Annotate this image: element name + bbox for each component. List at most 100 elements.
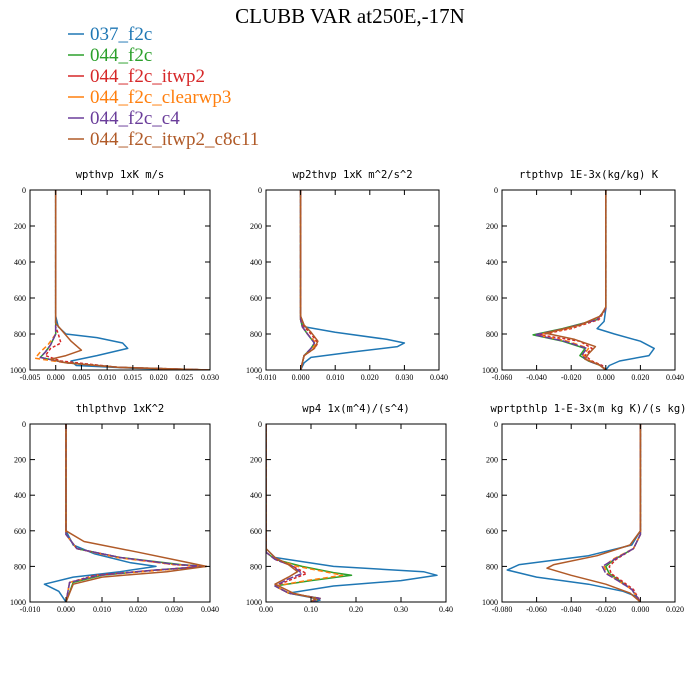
x-tick-label: 0.040 (201, 605, 219, 614)
x-tick-label: 0.040 (666, 373, 684, 382)
legend-item: 044_f2c_itwp2 (68, 66, 205, 87)
y-tick-label: 0 (22, 186, 26, 195)
x-tick-label: 0.020 (129, 605, 147, 614)
panel-4: thlpthvp 1xK^2 0 200 400 600 800 1000-0.010 0.0… (10, 403, 219, 614)
legend-label: 037_f2c (90, 24, 152, 45)
series-line-1 (299, 190, 406, 370)
x-tick-label: 0.30 (394, 605, 408, 614)
x-tick-label: 0.000 (597, 373, 615, 382)
y-tick-label: 200 (250, 222, 262, 231)
y-tick-label: 800 (250, 330, 262, 339)
series-line-1 (54, 190, 210, 370)
series-line-2 (299, 190, 316, 370)
y-tick-label: 800 (486, 562, 498, 571)
y-tick-label: 400 (14, 258, 26, 267)
x-tick-label: 0.020 (631, 373, 649, 382)
legend-item: 044_f2c_itwp2_c8c11 (68, 129, 259, 150)
plot-frame (501, 423, 676, 603)
x-tick-label: -0.020 (595, 605, 616, 614)
y-tick-label: 600 (14, 294, 26, 303)
series-line-4 (535, 190, 607, 370)
x-tick-label: 0.030 (165, 605, 183, 614)
y-tick-label: 400 (250, 491, 262, 500)
y-tick-label: 600 (250, 527, 262, 536)
y-tick-label: 600 (14, 527, 26, 536)
y-tick-label: 600 (250, 294, 262, 303)
legend-item: 037_f2c (68, 24, 152, 45)
legend-item: 044_f2c (68, 45, 152, 66)
x-tick-label: 0.000 (631, 605, 649, 614)
x-tick-label: 0.005 (72, 373, 90, 382)
y-tick-label: 1000 (482, 598, 498, 607)
x-tick-label: 0.020 (666, 605, 684, 614)
y-tick-label: 600 (486, 294, 498, 303)
x-tick-label: 0.030 (201, 373, 219, 382)
y-tick-label: 600 (486, 527, 498, 536)
series-line-5 (39, 190, 210, 370)
x-tick-label: 0.015 (124, 373, 142, 382)
x-tick-label: -0.005 (20, 373, 41, 382)
x-tick-label: 0.020 (361, 373, 379, 382)
series-line-6 (266, 424, 317, 602)
series-line-4 (266, 424, 344, 602)
panel-3: rtpthvp 1E-3x(kg/kg) K02004006008001000-… (482, 169, 684, 382)
series-line-3 (266, 424, 321, 602)
x-tick-label: -0.080 (492, 605, 513, 614)
x-tick-label: -0.020 (561, 373, 582, 382)
series-line-6 (544, 190, 607, 370)
series-group (299, 190, 406, 370)
series-line-3 (299, 190, 319, 370)
y-tick-label: 200 (486, 222, 498, 231)
panel-2: wp2thvp 1xK m^2/s^2 0 200 400 600 800 1000-0.0… (246, 169, 448, 382)
x-tick-label: 0.000 (57, 605, 75, 614)
x-tick-label: 0.40 (439, 605, 453, 614)
series-line-2 (39, 190, 210, 370)
y-tick-label: 800 (14, 562, 26, 571)
x-tick-label: 0.20 (349, 605, 363, 614)
y-tick-label: 1000 (246, 366, 262, 375)
x-tick-label: -0.060 (492, 373, 513, 382)
series-line-5 (299, 190, 316, 370)
panel-6: wprtpthlp 1-E-3x(m kg K)/(s kg) 0 200 400 60… (482, 403, 686, 614)
y-tick-label: 200 (14, 222, 26, 231)
x-tick-label: 0.10 (304, 605, 318, 614)
x-tick-label: -0.010 (256, 373, 277, 382)
y-tick-label: 800 (250, 562, 262, 571)
y-tick-label: 0 (494, 420, 498, 429)
series-group (506, 424, 642, 602)
y-tick-label: 400 (486, 491, 498, 500)
plot-frame (29, 423, 211, 603)
y-tick-label: 400 (250, 258, 262, 267)
panel-title: thlpthvp 1xK^2 (76, 403, 165, 415)
y-tick-label: 0 (494, 186, 498, 195)
x-tick-label: 0.010 (98, 373, 116, 382)
series-line-6 (49, 190, 210, 370)
panel-title: wpthvp 1xK m/s (76, 169, 165, 181)
legend-item: 044_f2c_clearwp3 (68, 87, 231, 108)
x-tick-label: 0.020 (150, 373, 168, 382)
panel-title: wprtpthlp 1-E-3x(m kg K)/(s kg) (491, 403, 687, 415)
y-tick-label: 1000 (246, 598, 262, 607)
plot-frame (501, 189, 676, 371)
series-line-3 (44, 190, 210, 370)
panel-title: wp2thvp 1xK m^2/s^2 (292, 169, 412, 181)
y-tick-label: 400 (486, 258, 498, 267)
y-tick-label: 400 (14, 491, 26, 500)
panel-1: wpthvp 1xK m/s 0 200 400 600 800 1000-0.005 0.0… (10, 169, 219, 382)
series-group (532, 190, 655, 370)
legend-label: 044_f2c_clearwp3 (90, 87, 231, 108)
legend-label: 044_f2c_c4 (90, 108, 180, 129)
y-tick-label: 1000 (10, 598, 26, 607)
panel-grid: wpthvp 1xK m/s 0 200 400 600 800 1000 -0.005 0.0… (10, 169, 686, 614)
legend-item: 044_f2c_c4 (68, 108, 180, 129)
y-tick-label: 800 (486, 330, 498, 339)
series-line-6 (546, 424, 642, 602)
y-tick-label: 200 (14, 456, 26, 465)
legend-label: 044_f2c_itwp2_c8c11 (90, 129, 259, 150)
legend: 037_f2c044_f2c044_f2c_itwp2044_f2c_clear… (68, 24, 259, 150)
y-tick-label: 800 (14, 330, 26, 339)
x-tick-label: 0.000 (292, 373, 310, 382)
x-tick-label: 0.010 (326, 373, 344, 382)
x-tick-label: -0.040 (561, 605, 582, 614)
